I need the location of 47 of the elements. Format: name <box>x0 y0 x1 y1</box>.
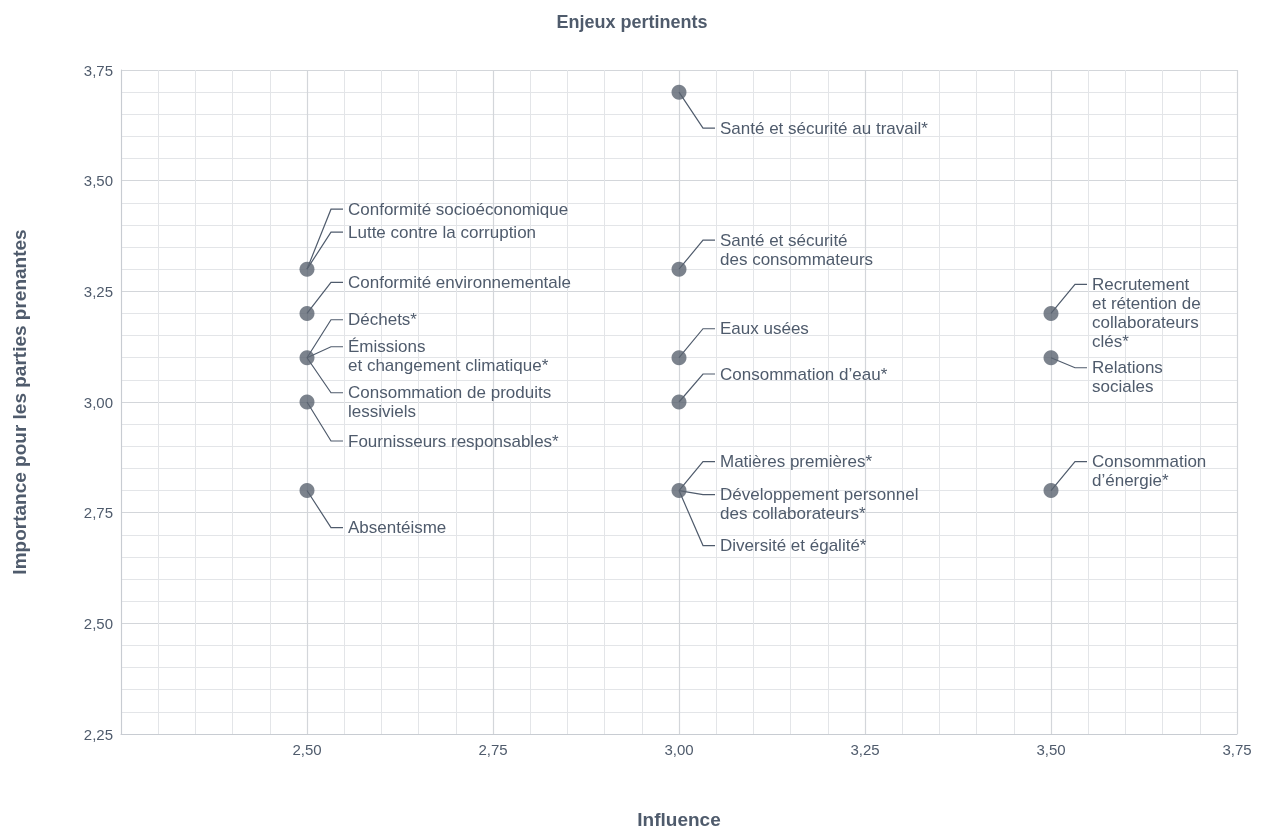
annotation: Développement personnel des collaborateurs* <box>720 485 919 524</box>
annotation: Fournisseurs responsables* <box>348 431 560 451</box>
x-tick-label: 3,25 <box>850 741 880 758</box>
annotation: Eaux usées <box>720 319 809 339</box>
annotation: Consommation d’énergie* <box>1092 452 1207 491</box>
annotation: Diversité et égalité* <box>720 536 867 556</box>
annotation: Matières premières* <box>720 452 873 472</box>
point <box>671 350 687 366</box>
x-tick-label: 3,50 <box>1036 741 1066 758</box>
point <box>671 394 687 410</box>
chart-title: Enjeux pertinents <box>556 12 708 32</box>
y-tick-label: 2,75 <box>83 504 113 522</box>
y-axis-title: Importance pour les parties prenantes <box>9 229 30 575</box>
annotation: Conformité socioéconomique <box>348 199 569 219</box>
y-tick-label: 2,50 <box>83 614 113 632</box>
annotation: Santé et sécurité des consommateurs <box>720 230 874 269</box>
point <box>299 261 315 277</box>
annotation: Conformité environnementale <box>348 272 572 292</box>
point <box>671 483 687 499</box>
point <box>671 84 687 100</box>
y-tick-label: 3,50 <box>83 172 113 190</box>
x-tick-label: 3,00 <box>664 741 694 758</box>
annotation: Consommation de produits lessiviels <box>348 383 552 422</box>
point <box>299 350 315 366</box>
x-tick-label: 3,75 <box>1222 741 1252 758</box>
annotation: Consommation d’eau* <box>720 364 888 384</box>
point <box>1043 350 1059 366</box>
point <box>1043 305 1059 321</box>
point <box>299 483 315 499</box>
x-tick-label: 2,75 <box>478 741 508 758</box>
annotation: Déchets* <box>348 310 418 330</box>
x-tick-label: 2,50 <box>292 741 322 758</box>
annotation: Émissions et changement climatique* <box>348 337 549 376</box>
annotation: Relations sociales <box>1092 358 1163 397</box>
annotation: Santé et sécurité au travail* <box>720 118 929 138</box>
point <box>671 261 687 277</box>
annotation: Lutte contre la corruption <box>348 222 537 242</box>
y-tick-label: 2,25 <box>83 725 113 743</box>
point <box>299 394 315 410</box>
annotation: Recrutement et rétention de collaborateurs clés* <box>1092 274 1201 351</box>
x-axis-title: Influence <box>637 809 721 830</box>
point <box>1043 483 1059 499</box>
annotation: Absentéisme <box>348 518 447 538</box>
point <box>299 305 315 321</box>
y-tick-label: 3,00 <box>83 393 113 411</box>
y-tick-label: 3,75 <box>83 61 113 79</box>
y-tick-label: 3,25 <box>83 282 113 300</box>
